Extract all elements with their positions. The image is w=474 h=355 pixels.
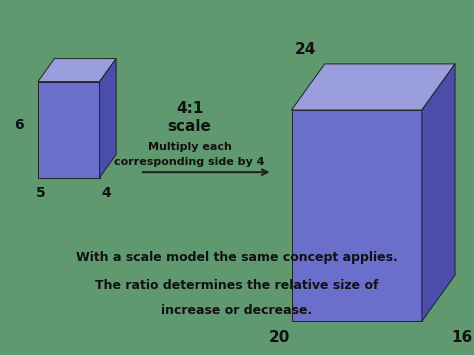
Polygon shape [100,59,116,178]
Text: Multiply each: Multiply each [148,142,231,152]
Polygon shape [38,59,116,82]
Text: 24: 24 [295,42,317,57]
Polygon shape [292,64,455,110]
Text: The ratio determines the relative size of: The ratio determines the relative size o… [95,279,379,292]
Text: 4:1: 4:1 [176,101,203,116]
Text: scale: scale [168,119,211,133]
Text: corresponding side by 4: corresponding side by 4 [114,157,265,166]
Text: 20: 20 [269,330,291,345]
Polygon shape [38,82,100,178]
Text: 16: 16 [452,330,473,345]
Text: 5: 5 [36,186,45,201]
Text: With a scale model the same concept applies.: With a scale model the same concept appl… [76,251,398,264]
Text: increase or decrease.: increase or decrease. [161,304,313,317]
Polygon shape [292,110,422,321]
Text: 4: 4 [102,186,111,201]
Text: 6: 6 [14,118,24,132]
Polygon shape [422,64,455,321]
